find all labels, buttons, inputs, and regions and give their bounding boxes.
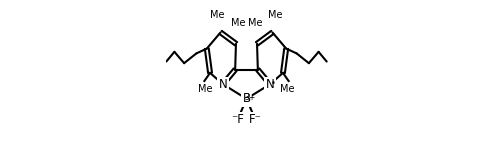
Text: Me: Me [268, 10, 283, 20]
Text: N: N [266, 78, 275, 91]
Text: •: • [271, 79, 276, 88]
Text: F⁻: F⁻ [248, 113, 261, 126]
Text: Me: Me [247, 18, 262, 29]
Text: 3+: 3+ [245, 93, 256, 102]
Text: Me: Me [198, 84, 213, 94]
Text: Me: Me [280, 84, 295, 94]
Text: ⁻F: ⁻F [232, 113, 245, 126]
Text: Me: Me [210, 10, 225, 20]
Text: Me: Me [231, 18, 246, 29]
Text: B: B [243, 92, 250, 105]
Text: N: N [218, 78, 227, 91]
